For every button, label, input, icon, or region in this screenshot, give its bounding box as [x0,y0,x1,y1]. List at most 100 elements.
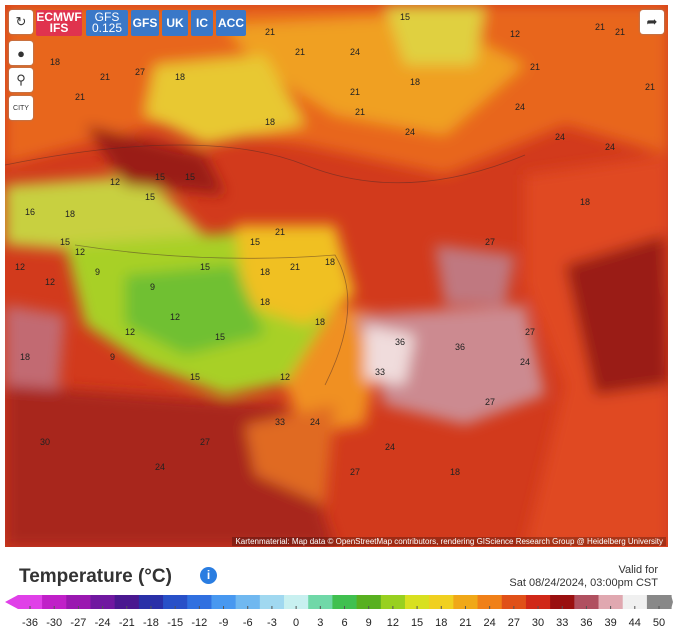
tick-label: -15 [167,617,183,629]
tick-label: 21 [459,617,471,629]
color-swatch [380,595,406,609]
contour-label: 24 [385,442,395,452]
contour-label: 18 [580,197,590,207]
color-swatch [622,595,648,609]
model-button[interactable]: UK [162,10,188,36]
contour-labels: 15 21 12 21 18 24 21 21 18 24 24 27 21 18 21 21 21 18 21 24… [15,12,655,477]
color-swatch [42,595,67,609]
tick-label: 9 [366,617,372,629]
color-swatch [356,595,382,609]
contour-label: 36 [395,337,405,347]
valid-time: Sat 08/24/2024, 03:00pm CST [509,577,658,589]
color-swatch [308,595,333,609]
contour-label: 12 [110,177,120,187]
info-button[interactable]: i [200,567,217,584]
contour-label: 27 [200,437,210,447]
color-swatch [17,595,43,609]
contour-label: 15 [60,237,70,247]
tick-label: 6 [341,617,347,629]
contour-label: 15 [155,172,165,182]
location-button[interactable]: ● [9,41,33,65]
color-swatch [211,595,237,609]
contour-label: 33 [375,367,385,377]
tick-label: -21 [119,617,135,629]
contour-label: 15 [200,262,210,272]
tick-label: 18 [435,617,447,629]
tick-label: 0 [293,617,299,629]
color-swatch [114,595,140,609]
contour-label: 18 [65,209,75,219]
contour-label: 21 [275,227,285,237]
contour-label: 9 [150,282,155,292]
model-button[interactable]: GFS 0.125 [86,10,128,36]
contour-label: 21 [355,107,365,117]
contour-label: 15 [185,172,195,182]
contour-label: 18 [260,297,270,307]
contour-label: 27 [485,237,495,247]
color-swatch [66,595,91,609]
contour-label: 18 [315,317,325,327]
contour-label: 18 [450,467,460,477]
color-swatch [90,595,116,609]
contour-label: 9 [95,267,100,277]
tick-label: -6 [243,617,253,629]
color-swatch [453,595,479,609]
contour-label: 12 [125,327,135,337]
contour-label: 21 [350,87,360,97]
model-button[interactable]: ACC [216,10,246,36]
color-swatch [525,595,551,609]
contour-label: 30 [40,437,50,447]
color-swatch [598,595,624,609]
tick-label: -12 [191,617,207,629]
color-swatch [187,595,212,609]
tick-label: 50 [653,617,665,629]
contour-label: 15 [145,192,155,202]
map: 15 21 12 21 18 24 21 21 18 24 24 27 21 18 21 21 21 18 21 24… [5,5,668,547]
contour-label: 18 [410,77,420,87]
contour-label: 21 [295,47,305,57]
tick-label: 44 [629,617,641,629]
valid-label: Valid for [618,564,658,576]
model-button[interactable]: ECMWF IFS [36,10,82,36]
color-swatch [574,595,600,609]
share-button[interactable]: ➦ [640,10,664,34]
contour-label: 18 [175,72,185,82]
model-button[interactable]: IC [191,10,213,36]
model-button[interactable]: GFS [131,10,159,36]
tick-label: 30 [532,617,544,629]
contour-label: 12 [45,277,55,287]
contour-label: 24 [310,417,320,427]
contour-label: 27 [350,467,360,477]
contour-label: 18 [260,267,270,277]
zoom-button[interactable]: ⚲ [9,68,33,92]
color-bar: -36 -30 -27 -24 -21 -18 -15 -12 -9 -6 -3 0 3 6 9 12 15 18… [5,595,673,629]
refresh-button[interactable]: ↻ [9,10,33,34]
contour-label: 12 [280,372,290,382]
contour-label: 24 [155,462,165,472]
contour-label: 21 [265,27,275,37]
tick-label: -3 [267,617,277,629]
contour-label: 21 [75,92,85,102]
tick-label: 15 [411,617,423,629]
tick-label: -18 [143,617,159,629]
contour-label: 15 [215,332,225,342]
contour-label: 18 [325,257,335,267]
contour-label: 18 [50,57,60,67]
tick-label: 33 [556,617,568,629]
tick-label: 39 [604,617,616,629]
contour-label: 33 [275,417,285,427]
tick-label: 27 [508,617,520,629]
contour-label: 12 [510,29,520,39]
contour-label: 24 [555,132,565,142]
contour-label: 21 [530,62,540,72]
color-swatch [138,595,164,609]
contour-label: 21 [595,22,605,32]
color-swatch [332,595,358,609]
contour-label: 24 [405,127,415,137]
city-button[interactable]: CITY [9,96,33,120]
contour-label: 12 [170,312,180,322]
color-swatch [501,595,527,609]
color-swatch [284,595,309,609]
color-swatch [477,595,503,609]
